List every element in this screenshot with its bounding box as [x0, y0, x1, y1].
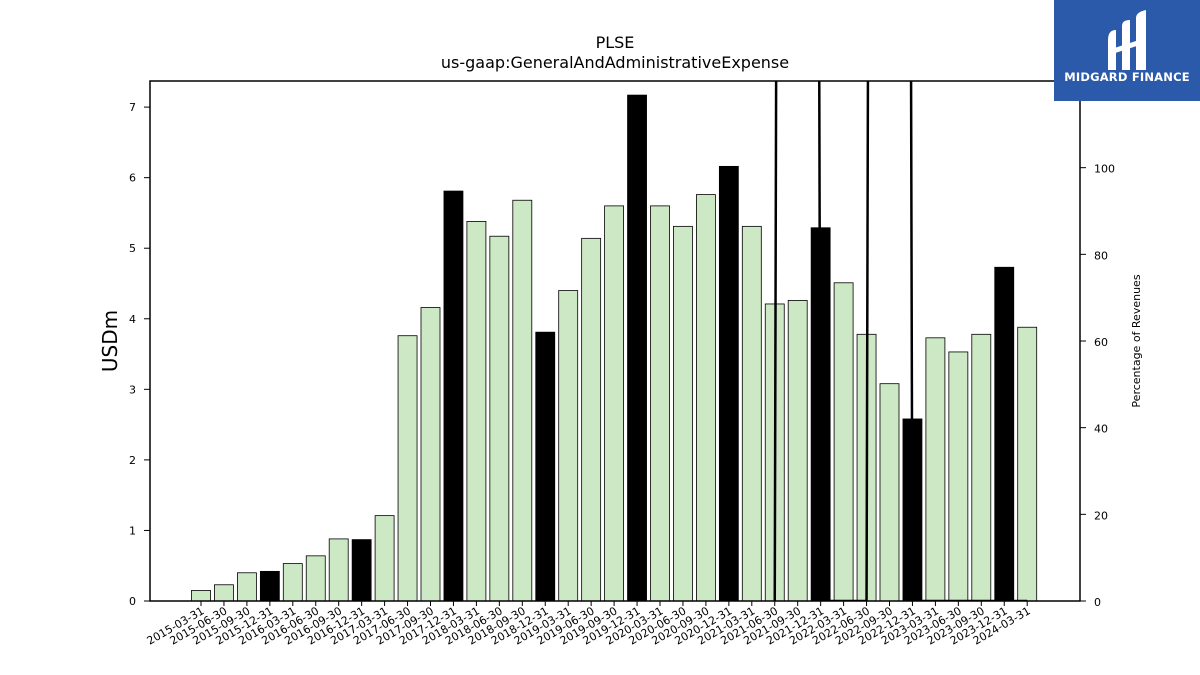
bar	[833, 282, 854, 602]
bars	[191, 94, 1038, 602]
bar	[581, 237, 602, 602]
bar	[650, 205, 670, 602]
bar	[1017, 326, 1038, 602]
bar	[879, 383, 900, 602]
y-tick-label: 1	[129, 524, 136, 537]
bar	[673, 225, 693, 602]
logo: MIDGARD FINANCE	[1054, 0, 1200, 101]
y2-tick-label: 100	[1094, 163, 1115, 176]
bar	[718, 165, 739, 602]
midgard-logo-icon	[1108, 10, 1146, 70]
x-axis: 2015-03-312015-06-302015-09-302015-12-31…	[145, 601, 1033, 648]
chart-subtitle: us-gaap:GeneralAndAdministrativeExpense	[441, 53, 789, 72]
bar	[512, 199, 533, 602]
bar	[259, 570, 280, 602]
y2-tick-label: 0	[1094, 596, 1101, 609]
y-axis-label: USDm	[98, 310, 122, 372]
y2-tick-label: 80	[1094, 249, 1108, 262]
bar	[489, 235, 510, 602]
bar	[466, 221, 487, 602]
y-tick-label: 7	[129, 101, 136, 114]
bar	[214, 584, 234, 602]
y-axis-right: 0 20 40 60 80 100	[1080, 163, 1115, 609]
bar	[971, 333, 992, 602]
bar	[351, 539, 372, 602]
y-tick-label: 6	[129, 172, 136, 185]
bar	[328, 538, 349, 602]
chart-title: PLSE	[596, 33, 635, 52]
bar	[925, 337, 946, 602]
y-tick-label: 4	[129, 313, 136, 326]
bar	[696, 194, 716, 602]
bar	[282, 563, 303, 602]
bar	[420, 307, 441, 602]
bar	[787, 300, 808, 602]
bar	[948, 351, 969, 602]
y-axis-left: 0 1 2 3 4 5 6 7	[129, 101, 150, 608]
bar	[236, 572, 257, 602]
bar	[191, 590, 211, 602]
bar	[535, 331, 556, 602]
bar	[994, 266, 1015, 602]
y-tick-label: 2	[129, 454, 136, 467]
bar	[305, 555, 326, 602]
bar	[443, 190, 464, 602]
y2-axis-label: Percentage of Revenues	[1130, 274, 1143, 407]
y-tick-label: 3	[129, 383, 136, 396]
y2-tick-label: 40	[1094, 423, 1108, 436]
y2-tick-label: 60	[1094, 336, 1108, 349]
bar	[741, 225, 762, 602]
bar	[604, 205, 624, 602]
logo-text: MIDGARD FINANCE	[1064, 70, 1190, 84]
y2-tick-label: 20	[1094, 509, 1108, 522]
bar	[558, 290, 579, 602]
bar	[397, 335, 418, 602]
y-tick-label: 5	[129, 242, 136, 255]
bar	[374, 515, 395, 602]
y-tick-label: 0	[129, 595, 136, 608]
bar	[627, 94, 647, 602]
